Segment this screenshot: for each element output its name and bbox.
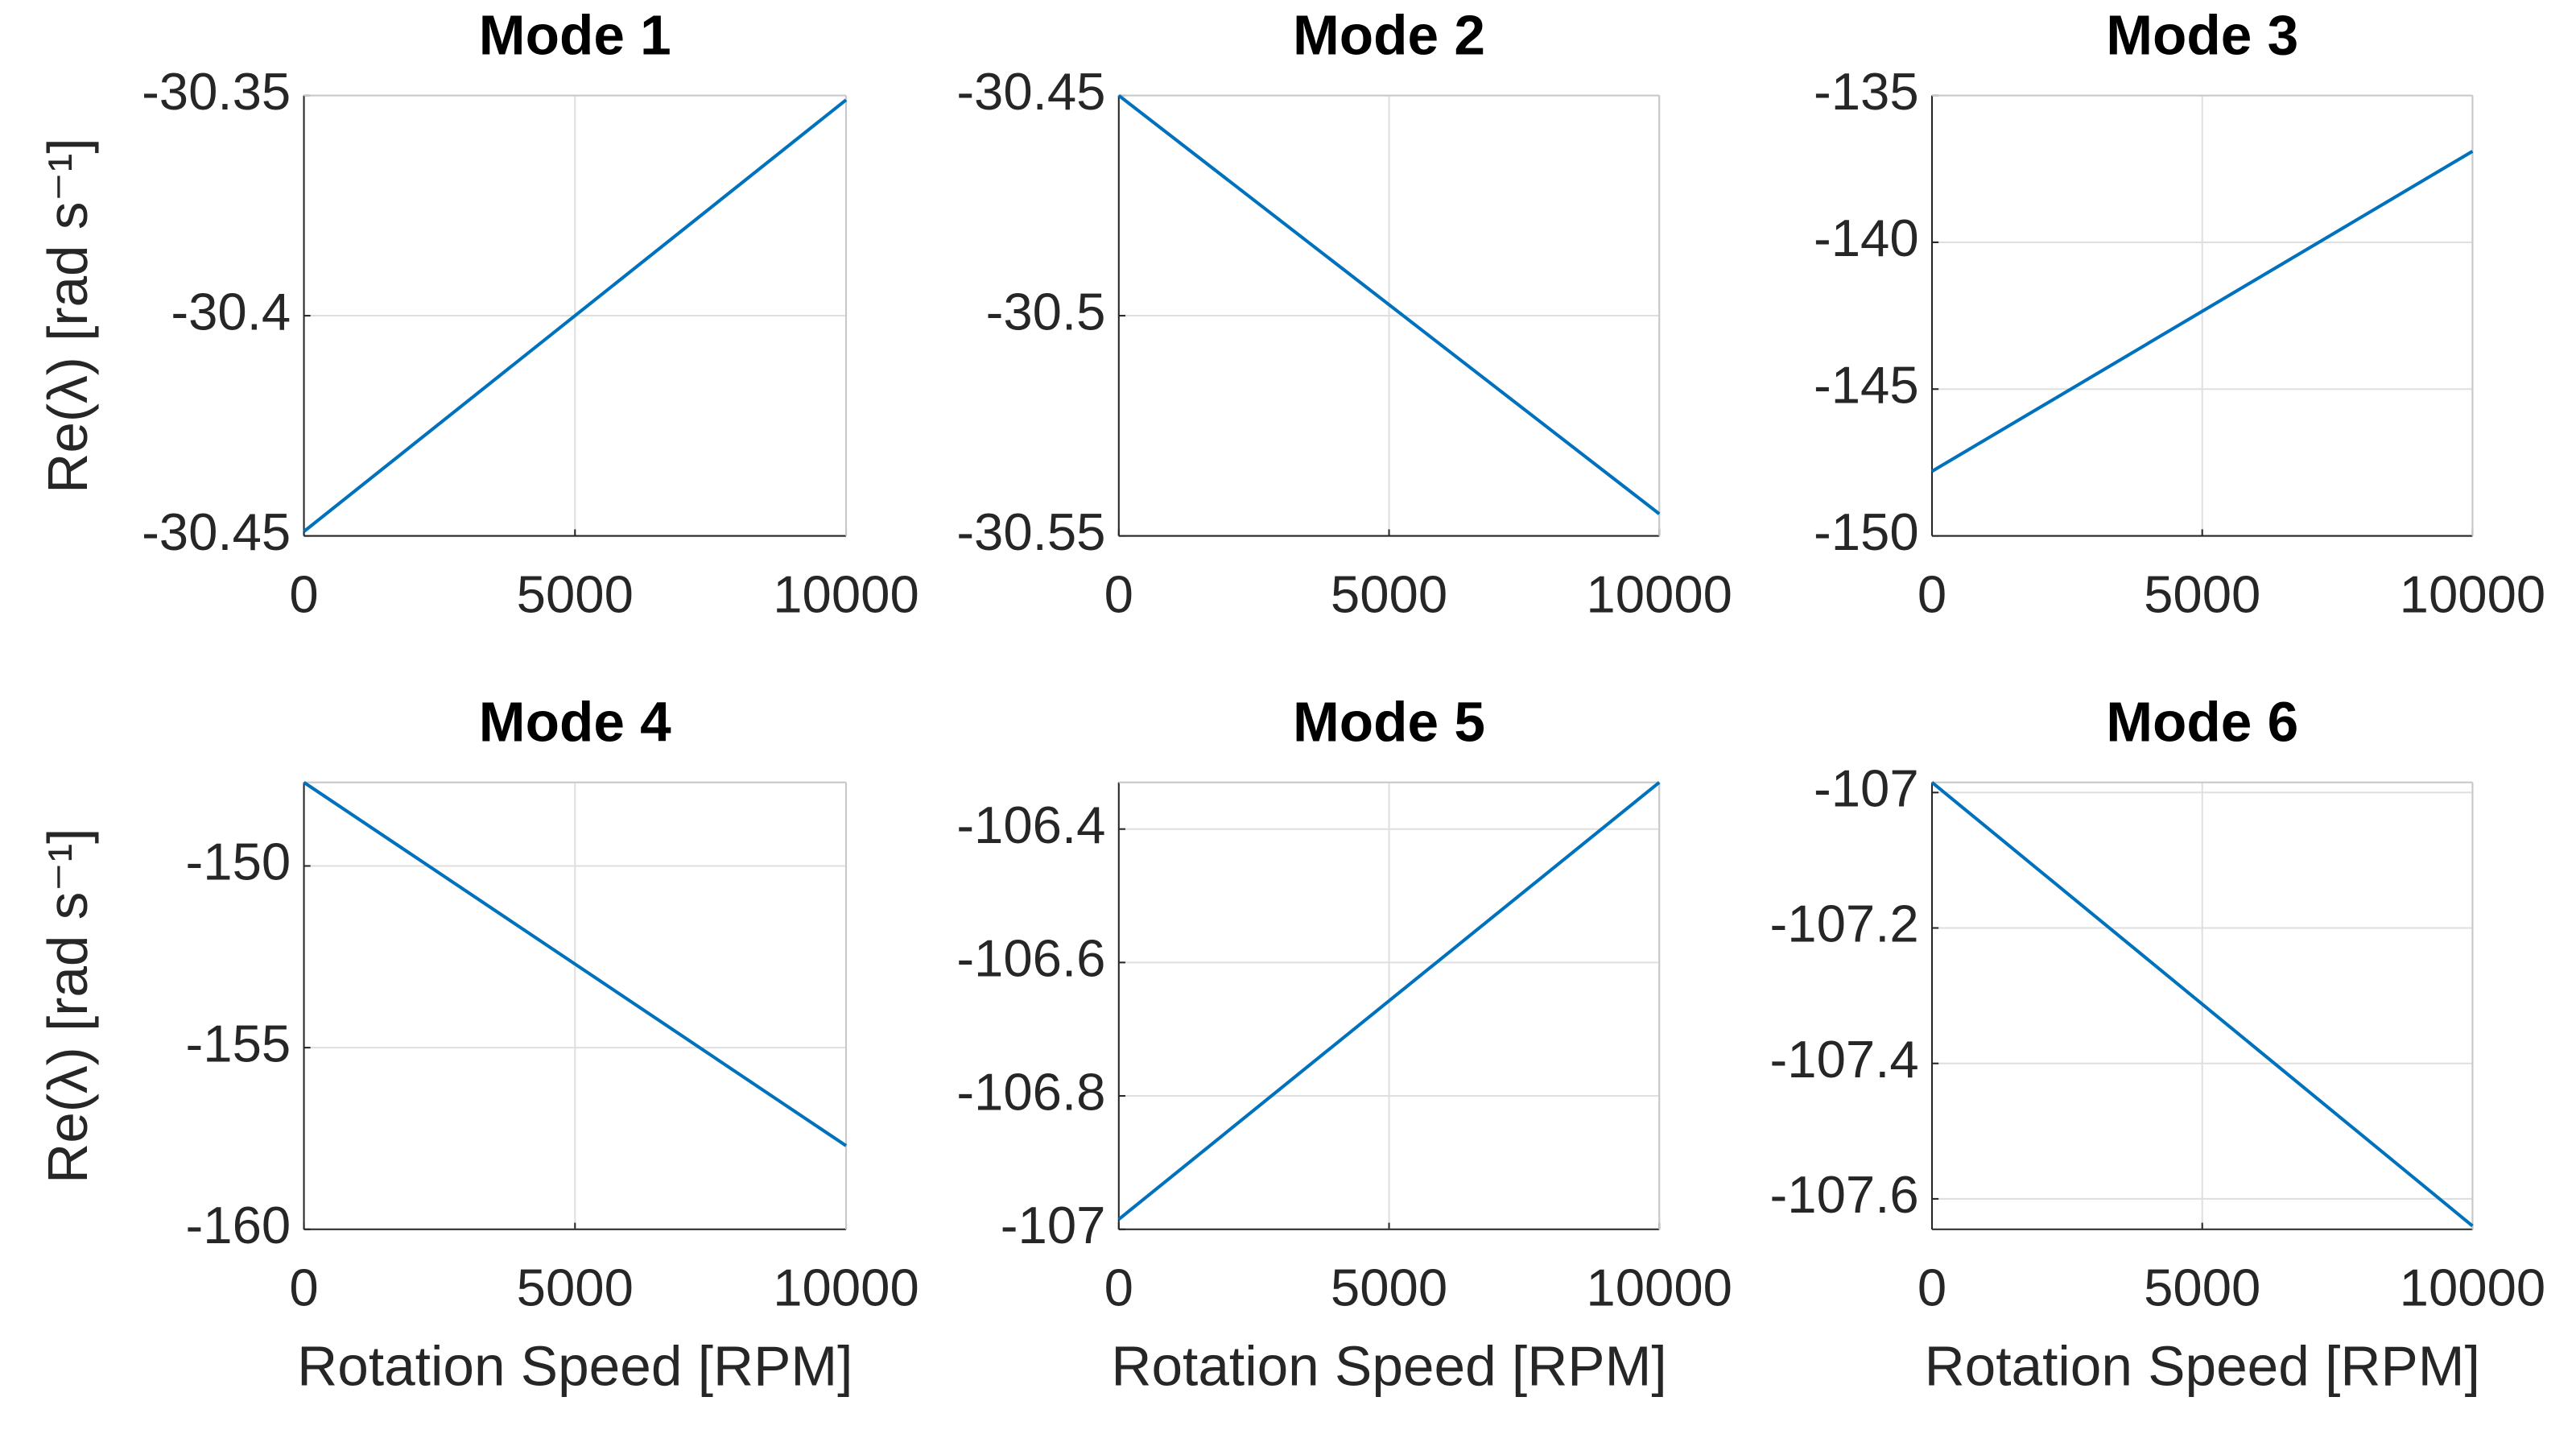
x-tick-label: 5000 — [517, 1258, 634, 1317]
x-tick-label: 10000 — [773, 564, 919, 623]
y-tick-label: -145 — [1814, 355, 1919, 414]
x-tick-label: 5000 — [2144, 1258, 2260, 1317]
subplot: 0 5000 10000 -160 -155 -150 — [186, 781, 919, 1317]
y-tick-label: -30.4 — [171, 282, 291, 341]
y-tick-label: -30.35 — [142, 62, 291, 121]
subplot: 0 5000 10000 -150 -145 -140 -135 — [1814, 62, 2545, 623]
x-axis-label: Rotation Speed [RPM] — [297, 1335, 852, 1398]
y-tick-label: -135 — [1814, 62, 1919, 121]
x-tick-label: 0 — [289, 1258, 318, 1317]
subplot: 0 5000 10000 -107.6 -107.4 -107.2 -107 — [1770, 759, 2546, 1317]
subplot: 0 5000 10000 -30.45 -30.4 -30.35 — [142, 62, 919, 623]
y-tick-label: -107.6 — [1770, 1165, 1919, 1224]
y-axis-label: Re(λ) [rad s⁻¹] — [36, 829, 99, 1184]
x-tick-label: 0 — [289, 564, 318, 623]
x-tick-label: 10000 — [1586, 1258, 1732, 1317]
y-tick-label: -107 — [1814, 759, 1919, 818]
data-line — [1930, 150, 2474, 473]
x-axis-label: Rotation Speed [RPM] — [1111, 1335, 1666, 1398]
y-tick-label: -106.4 — [956, 796, 1105, 854]
x-tick-label: 5000 — [1331, 1258, 1447, 1317]
x-tick-label: 5000 — [1331, 564, 1447, 623]
y-tick-label: -150 — [1814, 502, 1919, 561]
subplot: 0 5000 10000 -107 -106.8 -106.6 -106.4 — [956, 781, 1732, 1317]
x-tick-label: 0 — [1104, 1258, 1133, 1317]
data-line — [1117, 781, 1661, 1221]
chart-title: Mode 4 — [479, 691, 671, 754]
y-tick-label: -160 — [186, 1196, 291, 1254]
x-tick-label: 10000 — [1586, 564, 1732, 623]
chart-title: Mode 6 — [2106, 691, 2298, 754]
y-tick-label: -30.55 — [956, 502, 1105, 561]
y-tick-label: -107.4 — [1770, 1030, 1919, 1089]
data-line — [303, 98, 848, 533]
chart-title: Mode 5 — [1293, 691, 1485, 754]
y-tick-label: -150 — [186, 833, 291, 891]
chart-title: Mode 1 — [479, 4, 671, 67]
x-tick-label: 0 — [1104, 564, 1133, 623]
data-line — [1930, 781, 2474, 1228]
y-tick-label: -30.5 — [986, 282, 1106, 341]
y-tick-label: -155 — [186, 1014, 291, 1072]
chart-title: Mode 3 — [2106, 4, 2298, 67]
x-tick-label: 5000 — [2144, 564, 2260, 623]
y-tick-label: -30.45 — [956, 62, 1105, 121]
subplot: 0 5000 10000 -30.55 -30.5 -30.45 — [956, 62, 1732, 623]
chart-title: Mode 2 — [1293, 4, 1485, 67]
y-tick-label: -106.6 — [956, 929, 1105, 988]
y-axis-label: Re(λ) [rad s⁻¹] — [36, 138, 99, 493]
x-tick-label: 10000 — [2400, 1258, 2546, 1317]
y-tick-label: -30.45 — [142, 502, 291, 561]
data-line — [303, 780, 848, 1147]
x-tick-label: 10000 — [2400, 564, 2546, 623]
x-axis-label: Rotation Speed [RPM] — [1925, 1335, 2480, 1398]
x-tick-label: 5000 — [517, 564, 634, 623]
x-tick-label: 0 — [1918, 1258, 1946, 1317]
x-tick-label: 0 — [1918, 564, 1946, 623]
y-tick-label: -140 — [1814, 209, 1919, 267]
y-tick-label: -106.8 — [956, 1062, 1105, 1121]
y-tick-label: -107.2 — [1770, 895, 1919, 953]
x-tick-label: 10000 — [773, 1258, 919, 1317]
y-tick-label: -107 — [1001, 1196, 1106, 1254]
data-line — [1117, 93, 1661, 515]
